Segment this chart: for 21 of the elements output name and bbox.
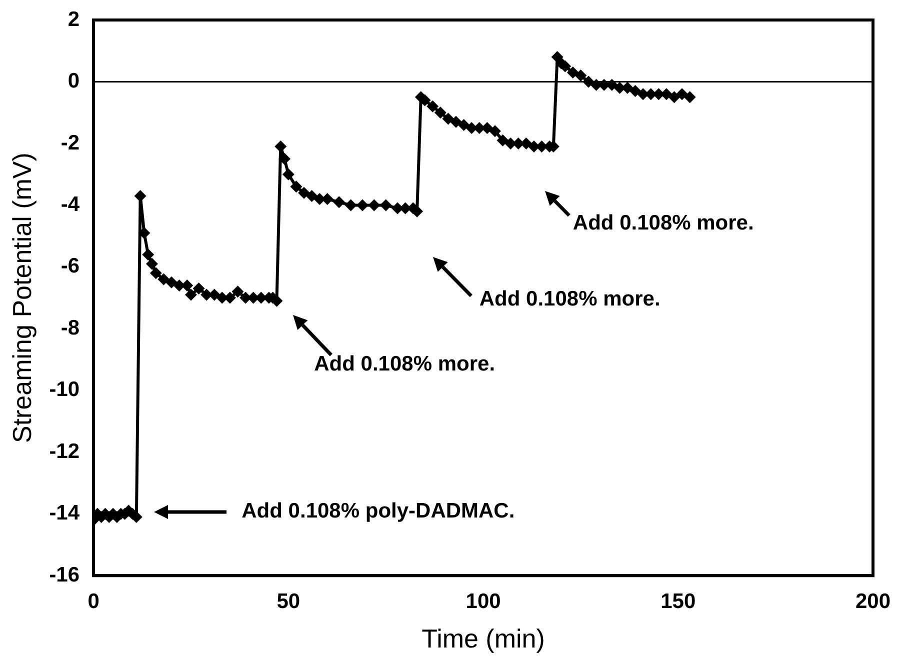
x-tick-label: 50 [276, 590, 300, 613]
x-tick-label: 200 [855, 590, 891, 613]
y-tick-label: 0 [68, 70, 80, 93]
y-tick-label: -14 [49, 502, 80, 525]
y-axis-title: Streaming Potential (mV) [6, 152, 37, 444]
y-tick-label: -8 [60, 316, 80, 340]
y-tick-label: -4 [60, 192, 80, 216]
annotation: Add 0.108% more. [314, 352, 496, 376]
annotation: Add 0.108% more. [572, 212, 754, 235]
annotation: Add 0.108% poly-DADMAC. [242, 500, 515, 523]
x-tick-label: 0 [88, 590, 100, 613]
x-tick-label: 100 [466, 590, 501, 613]
y-tick-label: -6 [60, 254, 80, 278]
y-tick-label: -10 [49, 378, 80, 402]
y-tick-label: 2 [68, 8, 80, 31]
y-tick-label: -2 [60, 131, 80, 154]
y-tick-label: -16 [49, 563, 80, 586]
x-axis-title: Time (min) [422, 624, 545, 654]
annotation: Add 0.108% more. [479, 287, 660, 310]
y-tick-label: -12 [49, 440, 80, 463]
x-tick-label: 150 [660, 590, 696, 613]
